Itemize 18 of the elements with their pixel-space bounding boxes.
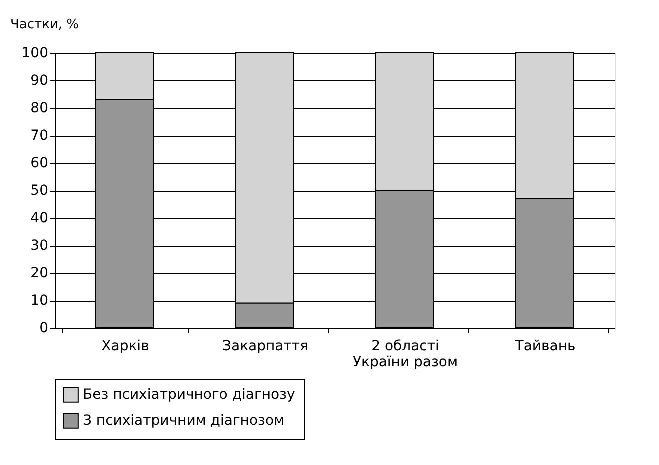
y-tick-label: 40 [30,210,48,226]
y-tick-label: 20 [30,266,48,282]
x-tick-label: Закарпаття [222,338,308,354]
y-tick-label: 100 [22,46,48,62]
y-tick-label: 50 [30,183,48,199]
legend-label: Без психіатричного діагнозу [83,387,296,403]
legend-label: З психіатричним діагнозом [83,413,285,429]
y-tick-label: 10 [30,293,48,309]
y-tick-label: 30 [30,238,48,254]
y-tick-label: 80 [30,100,48,116]
y-tick-label: 60 [30,156,48,172]
x-tick-label: Тайвань [514,338,576,354]
x-tick-label: Харків [102,338,150,354]
y-axis-title: Частки, % [10,18,80,32]
y-tick-label: 0 [40,320,48,336]
y-tick-label: 90 [30,73,48,89]
y-tick-label: 70 [30,128,48,144]
x-tick-label: 2 області України разом [352,338,458,370]
